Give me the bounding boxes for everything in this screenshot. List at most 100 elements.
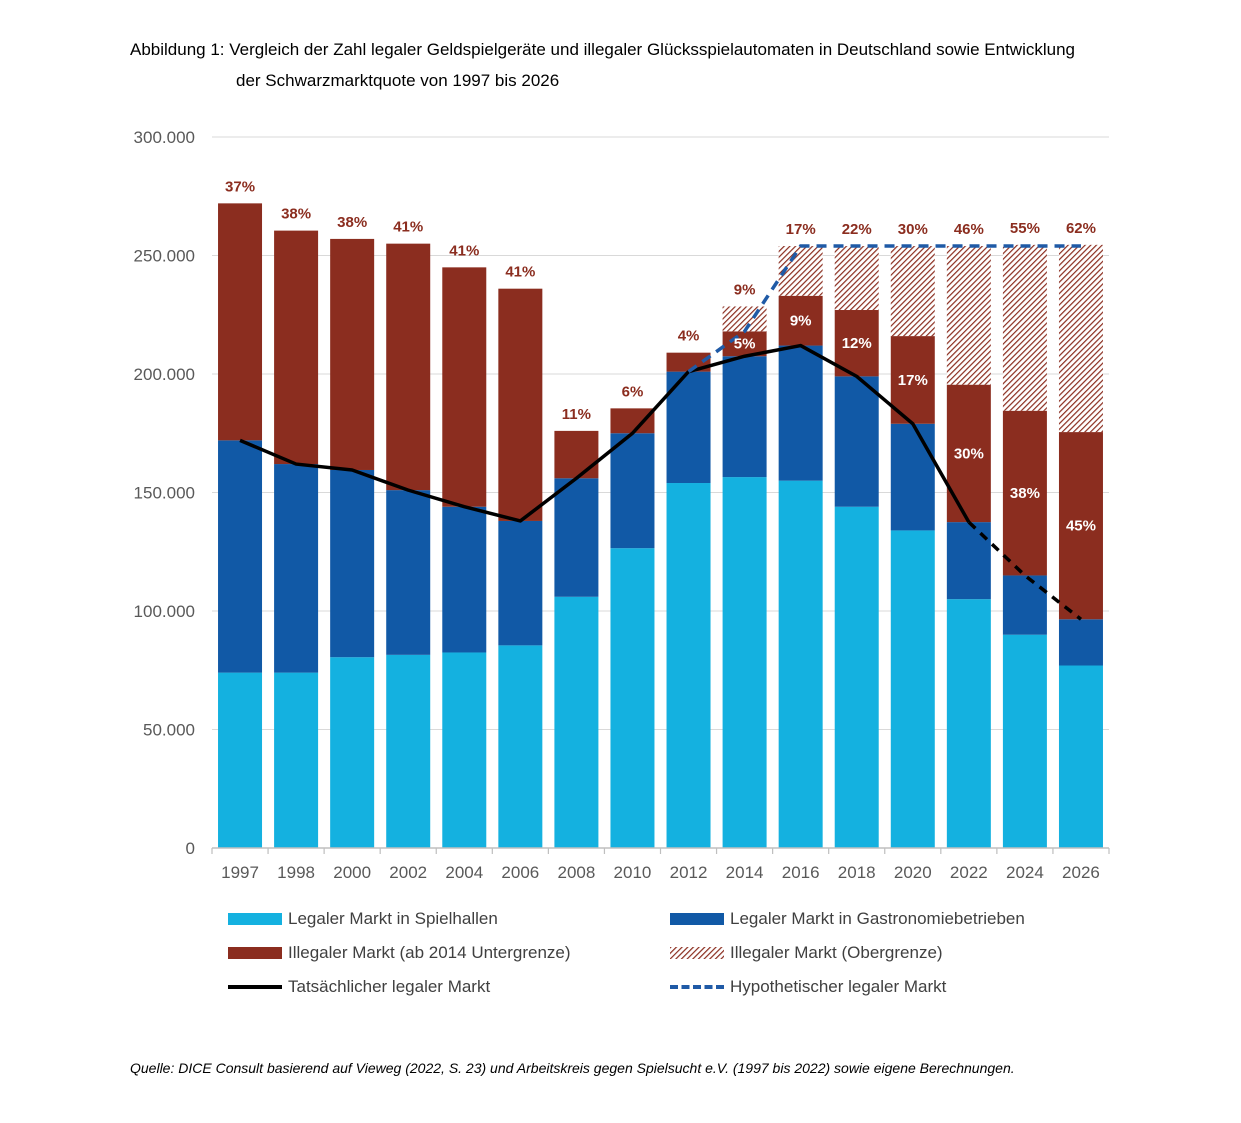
y-tick-label: 0 [186, 839, 195, 858]
bar-gastronomie [386, 490, 431, 655]
bar-gastronomie [442, 506, 487, 653]
chart-title-line1: Abbildung 1: Vergleich der Zahl legaler … [130, 40, 1075, 59]
x-tick-label: 2008 [557, 863, 595, 882]
legend-item-gastronomie: Legaler Markt in Gastronomiebetrieben [670, 908, 1025, 930]
data-label-inner: 30% [954, 445, 984, 462]
data-label-top: 4% [678, 328, 700, 345]
x-tick-label: 2022 [950, 863, 988, 882]
legend-swatch-hatch [670, 947, 724, 959]
legend-swatch-spielhallen [228, 913, 282, 925]
data-label-top: 38% [337, 214, 367, 231]
line-hypothetical-legal-market [687, 244, 1081, 374]
x-tick-label: 2006 [501, 863, 539, 882]
bar-spielhallen [778, 480, 823, 848]
bar-gastronomie [946, 522, 991, 600]
legend-item-spielhallen: Legaler Markt in Spielhallen [228, 908, 498, 930]
data-label-top: 41% [449, 242, 479, 259]
bar-spielhallen [386, 654, 431, 848]
bar-gastronomie [1058, 619, 1103, 666]
legend-swatch-illegal [228, 947, 282, 959]
legend-label: Illegaler Markt (Obergrenze) [730, 943, 943, 962]
bar-gastronomie [330, 469, 375, 658]
bar-gastronomie [498, 520, 543, 646]
data-label-inner: 38% [1010, 485, 1040, 502]
bar-illegal-obergrenze [946, 246, 991, 385]
legend-item-actual-line: Tatsächlicher legaler Markt [228, 976, 490, 998]
x-tick-label: 2010 [614, 863, 652, 882]
bar-spielhallen [890, 530, 935, 848]
legend-label: Hypothetischer legaler Markt [730, 977, 947, 996]
bar-spielhallen [218, 672, 263, 848]
source-note: Quelle: DICE Consult basierend auf Viewe… [130, 1060, 1015, 1076]
legend-label: Illegaler Markt (ab 2014 Untergrenze) [288, 943, 571, 962]
bar-spielhallen [442, 652, 487, 848]
bar-spielhallen [722, 477, 767, 848]
bar-illegal [498, 288, 543, 521]
x-tick-label: 2000 [333, 863, 371, 882]
x-axis-ticks: 1997 1998 2000 2002 2004 2006 2008 2010 2012 2014… [221, 863, 1100, 882]
x-tick-label: 2004 [445, 863, 483, 882]
bar-gastronomie [610, 433, 655, 549]
x-tick-label: 1997 [221, 863, 259, 882]
bar-illegal [834, 310, 879, 377]
lines [239, 244, 1083, 621]
stacked-bar-chart: 0 50.000 100.000 150.000 200.000 250.000 300.0… [134, 128, 1110, 882]
bar-spielhallen [274, 672, 319, 848]
bar-illegal [218, 203, 263, 441]
bar-spielhallen [610, 548, 655, 848]
bar-illegal-obergrenze [1058, 244, 1103, 433]
data-labels: 37% 38% 38% 41% 41% 41% 11% 6% 4% 9% 5% 17% 9% 22% 12%… [225, 178, 1096, 534]
bar-illegal [442, 267, 487, 507]
data-label-top: 9% [734, 281, 756, 298]
bar-gastronomie [890, 423, 935, 531]
data-label-top: 41% [505, 264, 535, 281]
bar-gastronomie [554, 478, 599, 597]
legend-swatch-gastronomie [670, 913, 724, 925]
bar-gastronomie [722, 356, 767, 478]
bar-illegal [274, 230, 319, 465]
y-axis-ticks: 0 50.000 100.000 150.000 200.000 250.000 300.0… [134, 128, 195, 858]
bar-illegal [554, 430, 599, 479]
bar-gastronomie [1002, 575, 1047, 635]
bar-spielhallen [498, 645, 543, 848]
y-tick-label: 50.000 [143, 721, 195, 740]
bar-illegal [1002, 410, 1047, 576]
legend-item-obergrenze: Illegaler Markt (Obergrenze) [670, 942, 943, 964]
data-label-top: 6% [622, 383, 644, 400]
y-tick-label: 250.000 [134, 247, 195, 266]
bar-illegal-obergrenze [722, 306, 767, 332]
x-tick-label: 1998 [277, 863, 315, 882]
bar-spielhallen [666, 483, 711, 848]
x-tick-label: 2018 [838, 863, 876, 882]
bar-gastronomie [274, 464, 319, 673]
legend: Legaler Markt in Spielhallen Legaler Mar… [228, 906, 1088, 1006]
bar-gastronomie [778, 345, 823, 481]
data-label-top: 22% [842, 221, 872, 238]
bar-spielhallen [946, 599, 991, 848]
data-label-inner: 12% [842, 335, 872, 352]
legend-item-illegal: Illegaler Markt (ab 2014 Untergrenze) [228, 942, 571, 964]
data-label-top: 38% [281, 206, 311, 223]
bar-gastronomie [834, 376, 879, 507]
data-label-top: 41% [393, 219, 423, 236]
bar-spielhallen [554, 596, 599, 848]
x-tick-label: 2014 [726, 863, 764, 882]
data-label-top: 37% [225, 178, 255, 195]
line-actual-legal-market [239, 343, 971, 523]
data-label-top: 11% [562, 406, 591, 423]
y-tick-label: 200.000 [134, 365, 195, 384]
x-tick-label: 2002 [389, 863, 427, 882]
bar-illegal-obergrenze [834, 246, 879, 311]
x-tick-label: 2024 [1006, 863, 1044, 882]
legend-line-hypothetical [670, 985, 724, 989]
data-label-top: 17% [786, 221, 816, 238]
data-label-inner: 17% [898, 372, 928, 389]
bar-spielhallen [834, 506, 879, 848]
bar-illegal [386, 243, 431, 491]
bar-spielhallen [330, 657, 375, 848]
chart-title-line2: der Schwarzmarktquote von 1997 bis 2026 [236, 71, 560, 90]
bar-gastronomie [218, 440, 263, 673]
bar-illegal [330, 238, 375, 470]
data-label-inner: 45% [1066, 518, 1096, 535]
legend-label: Legaler Markt in Gastronomiebetrieben [730, 909, 1025, 928]
